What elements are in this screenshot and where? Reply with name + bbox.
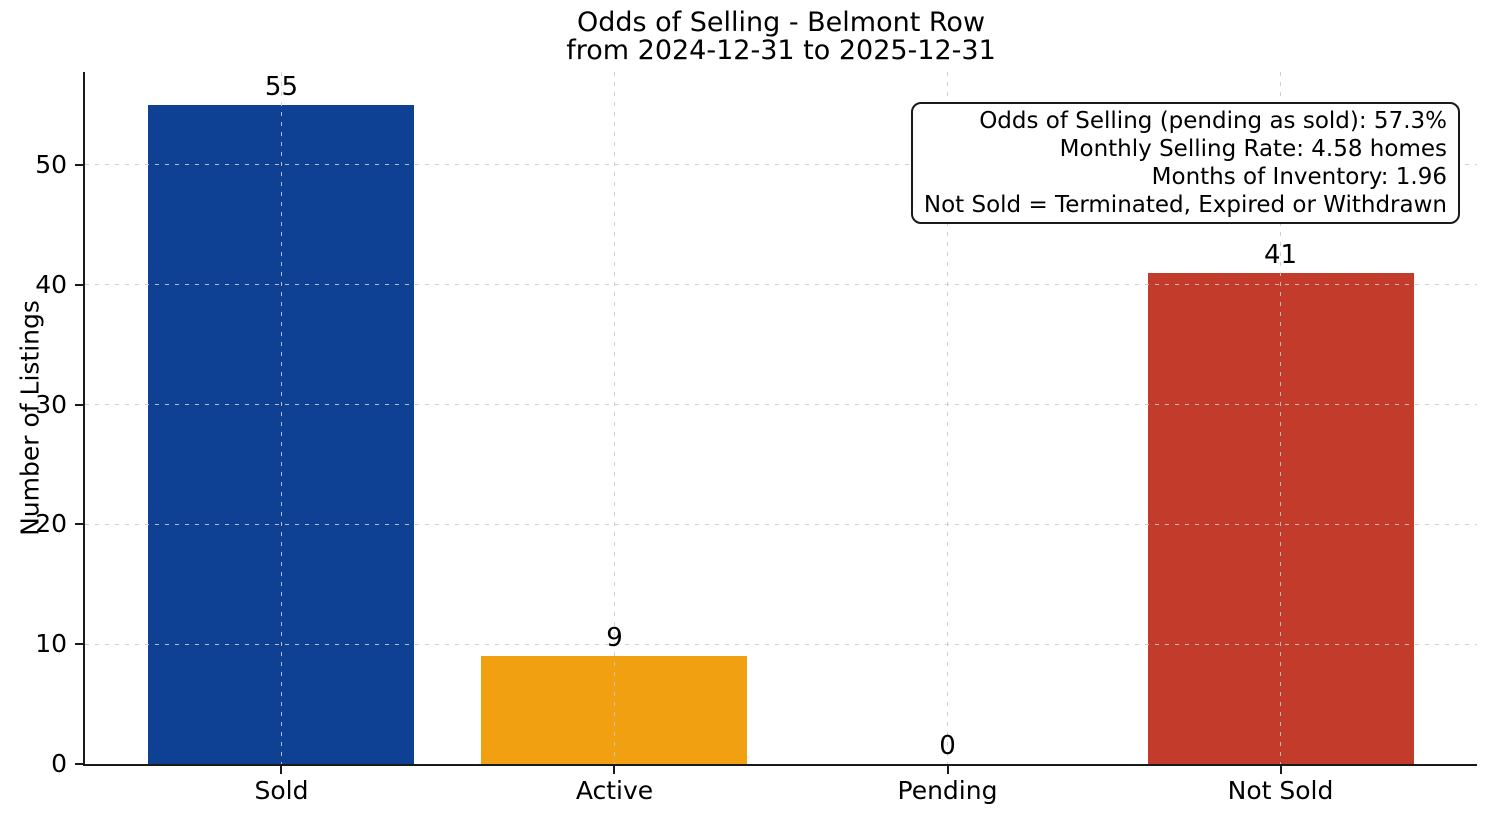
horizontal-gridline <box>85 404 1477 406</box>
x-tick-mark <box>280 766 283 774</box>
annotation-line-4: Not Sold = Terminated, Expired or Withdr… <box>923 192 1447 218</box>
y-axis-spine <box>83 72 85 766</box>
annotation-line-2: Monthly Selling Rate: 4.58 homes <box>1059 136 1447 162</box>
horizontal-gridline <box>85 523 1477 525</box>
y-tick-label: 40 <box>35 269 67 299</box>
x-tick-label-pending: Pending <box>897 776 998 805</box>
horizontal-gridline <box>85 643 1477 645</box>
x-tick-label-sold: Sold <box>254 776 309 805</box>
chart-title-line1: Odds of Selling - Belmont Row <box>576 7 986 38</box>
y-tick-mark <box>75 283 85 286</box>
x-tick-mark <box>1279 766 1282 774</box>
bar-value-label-pending: 0 <box>939 731 956 761</box>
annotation-line-3: Months of Inventory: 1.96 <box>1151 164 1447 190</box>
chart-title: Odds of Selling - Belmont Row from 2024-… <box>85 9 1477 65</box>
plot-area: 0 10 20 30 40 50 55 Sold 9 Active 0 Pending 41 Not So… <box>35 71 1477 805</box>
y-tick-mark <box>75 403 85 406</box>
annotation-line-1: Odds of Selling (pending as sold): 57.3% <box>979 108 1447 134</box>
y-tick-label: 20 <box>35 509 67 539</box>
bar-value-label-not-sold: 41 <box>1263 239 1298 270</box>
horizontal-gridline <box>85 284 1477 286</box>
chart-title-line2: from 2024-12-31 to 2025-12-31 <box>566 35 996 66</box>
bar-value-label-active: 9 <box>606 623 623 654</box>
y-tick-mark <box>75 763 85 765</box>
y-tick-label: 10 <box>35 629 67 659</box>
vertical-gridline <box>947 72 948 764</box>
x-tick-mark <box>946 766 949 774</box>
x-tick-label-active: Active <box>575 776 654 805</box>
y-tick-label: 50 <box>35 149 67 179</box>
vertical-gridline <box>613 72 615 764</box>
vertical-gridline <box>280 72 282 764</box>
x-axis-spine <box>83 764 1477 766</box>
y-tick-mark <box>75 643 85 646</box>
y-tick-label: 0 <box>51 749 67 778</box>
bar-value-label-sold: 55 <box>264 71 299 102</box>
y-tick-mark <box>75 163 85 166</box>
x-tick-label-not-sold: Not Sold <box>1227 776 1334 805</box>
horizontal-gridline <box>85 164 1477 166</box>
y-tick-mark <box>75 523 85 526</box>
y-tick-label: 30 <box>35 389 67 419</box>
vertical-gridline <box>1280 72 1282 764</box>
stats-annotation-box: Odds of Selling (pending as sold): 57.3%… <box>910 102 1460 224</box>
x-tick-mark <box>613 766 616 774</box>
